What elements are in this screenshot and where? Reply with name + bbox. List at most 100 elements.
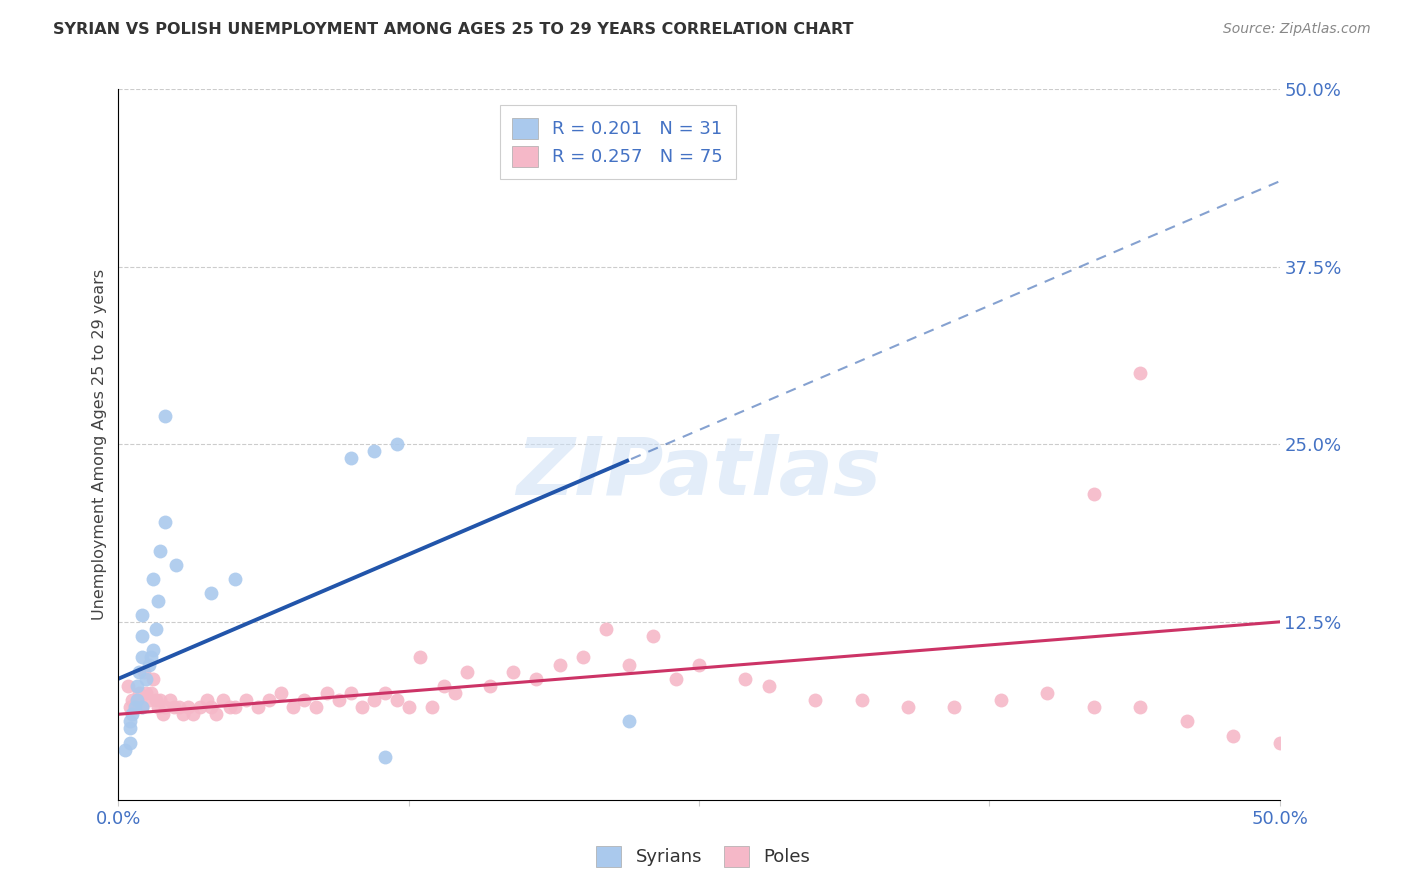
Y-axis label: Unemployment Among Ages 25 to 29 years: Unemployment Among Ages 25 to 29 years xyxy=(93,268,107,620)
Point xyxy=(117,679,139,693)
Point xyxy=(121,707,143,722)
Point xyxy=(420,700,443,714)
Point xyxy=(114,743,136,757)
Point xyxy=(1268,736,1291,750)
Point xyxy=(163,700,186,714)
Point xyxy=(1036,686,1059,700)
Point xyxy=(159,693,181,707)
Point xyxy=(641,629,664,643)
Text: Source: ZipAtlas.com: Source: ZipAtlas.com xyxy=(1223,22,1371,37)
Point xyxy=(339,451,361,466)
Point xyxy=(316,686,339,700)
Point xyxy=(125,693,148,707)
Point xyxy=(124,700,146,714)
Legend: Syrians, Poles: Syrians, Poles xyxy=(586,837,820,876)
Point xyxy=(200,586,222,600)
Point xyxy=(177,700,200,714)
Point xyxy=(121,693,143,707)
Point xyxy=(851,693,873,707)
Point xyxy=(181,707,204,722)
Point xyxy=(224,700,246,714)
Point xyxy=(235,693,257,707)
Point xyxy=(149,543,172,558)
Point xyxy=(688,657,710,672)
Point xyxy=(339,686,361,700)
Point xyxy=(128,686,150,700)
Point xyxy=(363,693,385,707)
Point xyxy=(479,679,502,693)
Point xyxy=(619,714,641,729)
Point xyxy=(432,679,454,693)
Point xyxy=(352,700,374,714)
Point xyxy=(1129,700,1152,714)
Point xyxy=(1083,487,1105,501)
Point xyxy=(118,736,141,750)
Point xyxy=(139,686,162,700)
Point xyxy=(259,693,281,707)
Point xyxy=(1222,729,1244,743)
Point xyxy=(374,750,396,764)
Point xyxy=(804,693,827,707)
Text: SYRIAN VS POLISH UNEMPLOYMENT AMONG AGES 25 TO 29 YEARS CORRELATION CHART: SYRIAN VS POLISH UNEMPLOYMENT AMONG AGES… xyxy=(53,22,853,37)
Point xyxy=(1129,366,1152,380)
Point xyxy=(1175,714,1198,729)
Point xyxy=(758,679,780,693)
Point xyxy=(145,622,167,636)
Point xyxy=(146,593,169,607)
Point xyxy=(146,700,169,714)
Point xyxy=(444,686,467,700)
Point xyxy=(734,672,756,686)
Point xyxy=(131,700,153,714)
Point xyxy=(188,700,211,714)
Point xyxy=(943,700,966,714)
Point xyxy=(281,700,304,714)
Point xyxy=(195,693,218,707)
Point xyxy=(572,650,595,665)
Point xyxy=(125,679,148,693)
Point xyxy=(118,700,141,714)
Point xyxy=(548,657,571,672)
Point xyxy=(135,686,157,700)
Point xyxy=(139,650,162,665)
Point xyxy=(526,672,548,686)
Point xyxy=(305,700,328,714)
Point xyxy=(124,700,146,714)
Point xyxy=(665,672,688,686)
Point xyxy=(328,693,350,707)
Point xyxy=(363,444,385,458)
Point xyxy=(246,700,269,714)
Point xyxy=(409,650,432,665)
Point xyxy=(270,686,292,700)
Point xyxy=(153,516,176,530)
Point xyxy=(385,693,408,707)
Point xyxy=(131,700,153,714)
Point xyxy=(595,622,617,636)
Point xyxy=(131,650,153,665)
Point xyxy=(142,572,165,586)
Point xyxy=(990,693,1012,707)
Point xyxy=(385,437,408,451)
Point xyxy=(205,707,228,722)
Point xyxy=(128,665,150,679)
Point xyxy=(153,409,176,423)
Point xyxy=(142,643,165,657)
Point xyxy=(398,700,420,714)
Point xyxy=(1083,700,1105,714)
Point xyxy=(132,665,155,679)
Point xyxy=(145,693,167,707)
Point xyxy=(153,700,176,714)
Point xyxy=(152,707,174,722)
Point xyxy=(897,700,920,714)
Point xyxy=(167,700,190,714)
Point xyxy=(619,657,641,672)
Point xyxy=(224,572,246,586)
Point xyxy=(135,672,157,686)
Point xyxy=(138,657,160,672)
Point xyxy=(502,665,524,679)
Point xyxy=(149,693,172,707)
Point xyxy=(200,700,222,714)
Point xyxy=(374,686,396,700)
Point xyxy=(131,629,153,643)
Legend: R = 0.201   N = 31, R = 0.257   N = 75: R = 0.201 N = 31, R = 0.257 N = 75 xyxy=(501,105,735,179)
Point xyxy=(172,707,194,722)
